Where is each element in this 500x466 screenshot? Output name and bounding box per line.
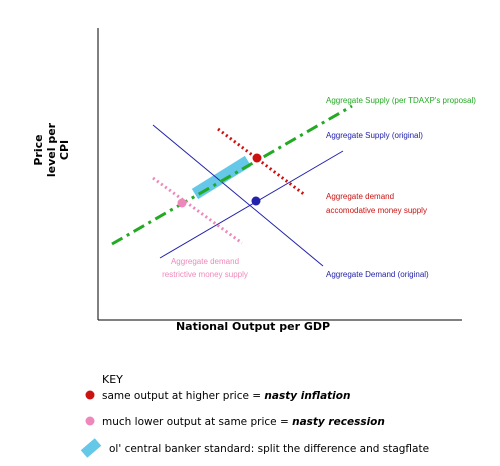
aggregate-demand-accommodative-line	[217, 127, 306, 197]
svg-text:restrictive money supply: restrictive money supply	[162, 270, 248, 279]
key-item-recession: much lower output at same price = nasty …	[102, 416, 385, 428]
recession-point	[177, 198, 187, 208]
svg-text:Aggregate demand: Aggregate demand	[171, 257, 239, 266]
label-aggregate-demand-original: Aggregate Demand (original)	[326, 270, 429, 279]
key-title: KEY	[102, 373, 123, 386]
aggregate-demand-restrictive-line	[152, 176, 243, 245]
aggregate-demand-original-line	[152, 124, 324, 267]
label-aggregate-supply-proposal: Aggregate Supply (per TDAXP's proposal)	[326, 96, 476, 105]
inflation-point	[252, 153, 262, 163]
svg-text:CPI: CPI	[58, 140, 71, 160]
key-item-inflation: same output at higher price = nasty infl…	[102, 390, 350, 402]
label-aggregate-demand-restrictive: Aggregate demand restrictive money suppl…	[162, 257, 248, 279]
key-item-stagflation: ol' central banker standard: split the d…	[109, 443, 429, 455]
x-axis-title: National Output per GDP	[176, 320, 330, 333]
aggregate-supply-original-line	[159, 150, 344, 259]
equilibrium-point	[251, 196, 261, 206]
key-cyan-bar-icon	[80, 438, 102, 458]
label-aggregate-supply-original: Aggregate Supply (original)	[326, 131, 423, 140]
svg-text:Aggregate demand: Aggregate demand	[326, 192, 394, 201]
svg-text:Price: Price	[32, 134, 45, 165]
aggregate-supply-proposal-line	[111, 104, 353, 246]
key-red-dot-icon	[85, 390, 95, 400]
stagflation-band	[191, 155, 252, 200]
y-axis-title: Price level per CPI	[32, 122, 71, 177]
label-aggregate-demand-accommodative: Aggregate demand accomodative money supp…	[326, 192, 427, 215]
key-pink-dot-icon	[85, 416, 95, 426]
svg-text:accomodative money supply: accomodative money supply	[326, 206, 427, 215]
svg-text:level per: level per	[45, 122, 58, 177]
